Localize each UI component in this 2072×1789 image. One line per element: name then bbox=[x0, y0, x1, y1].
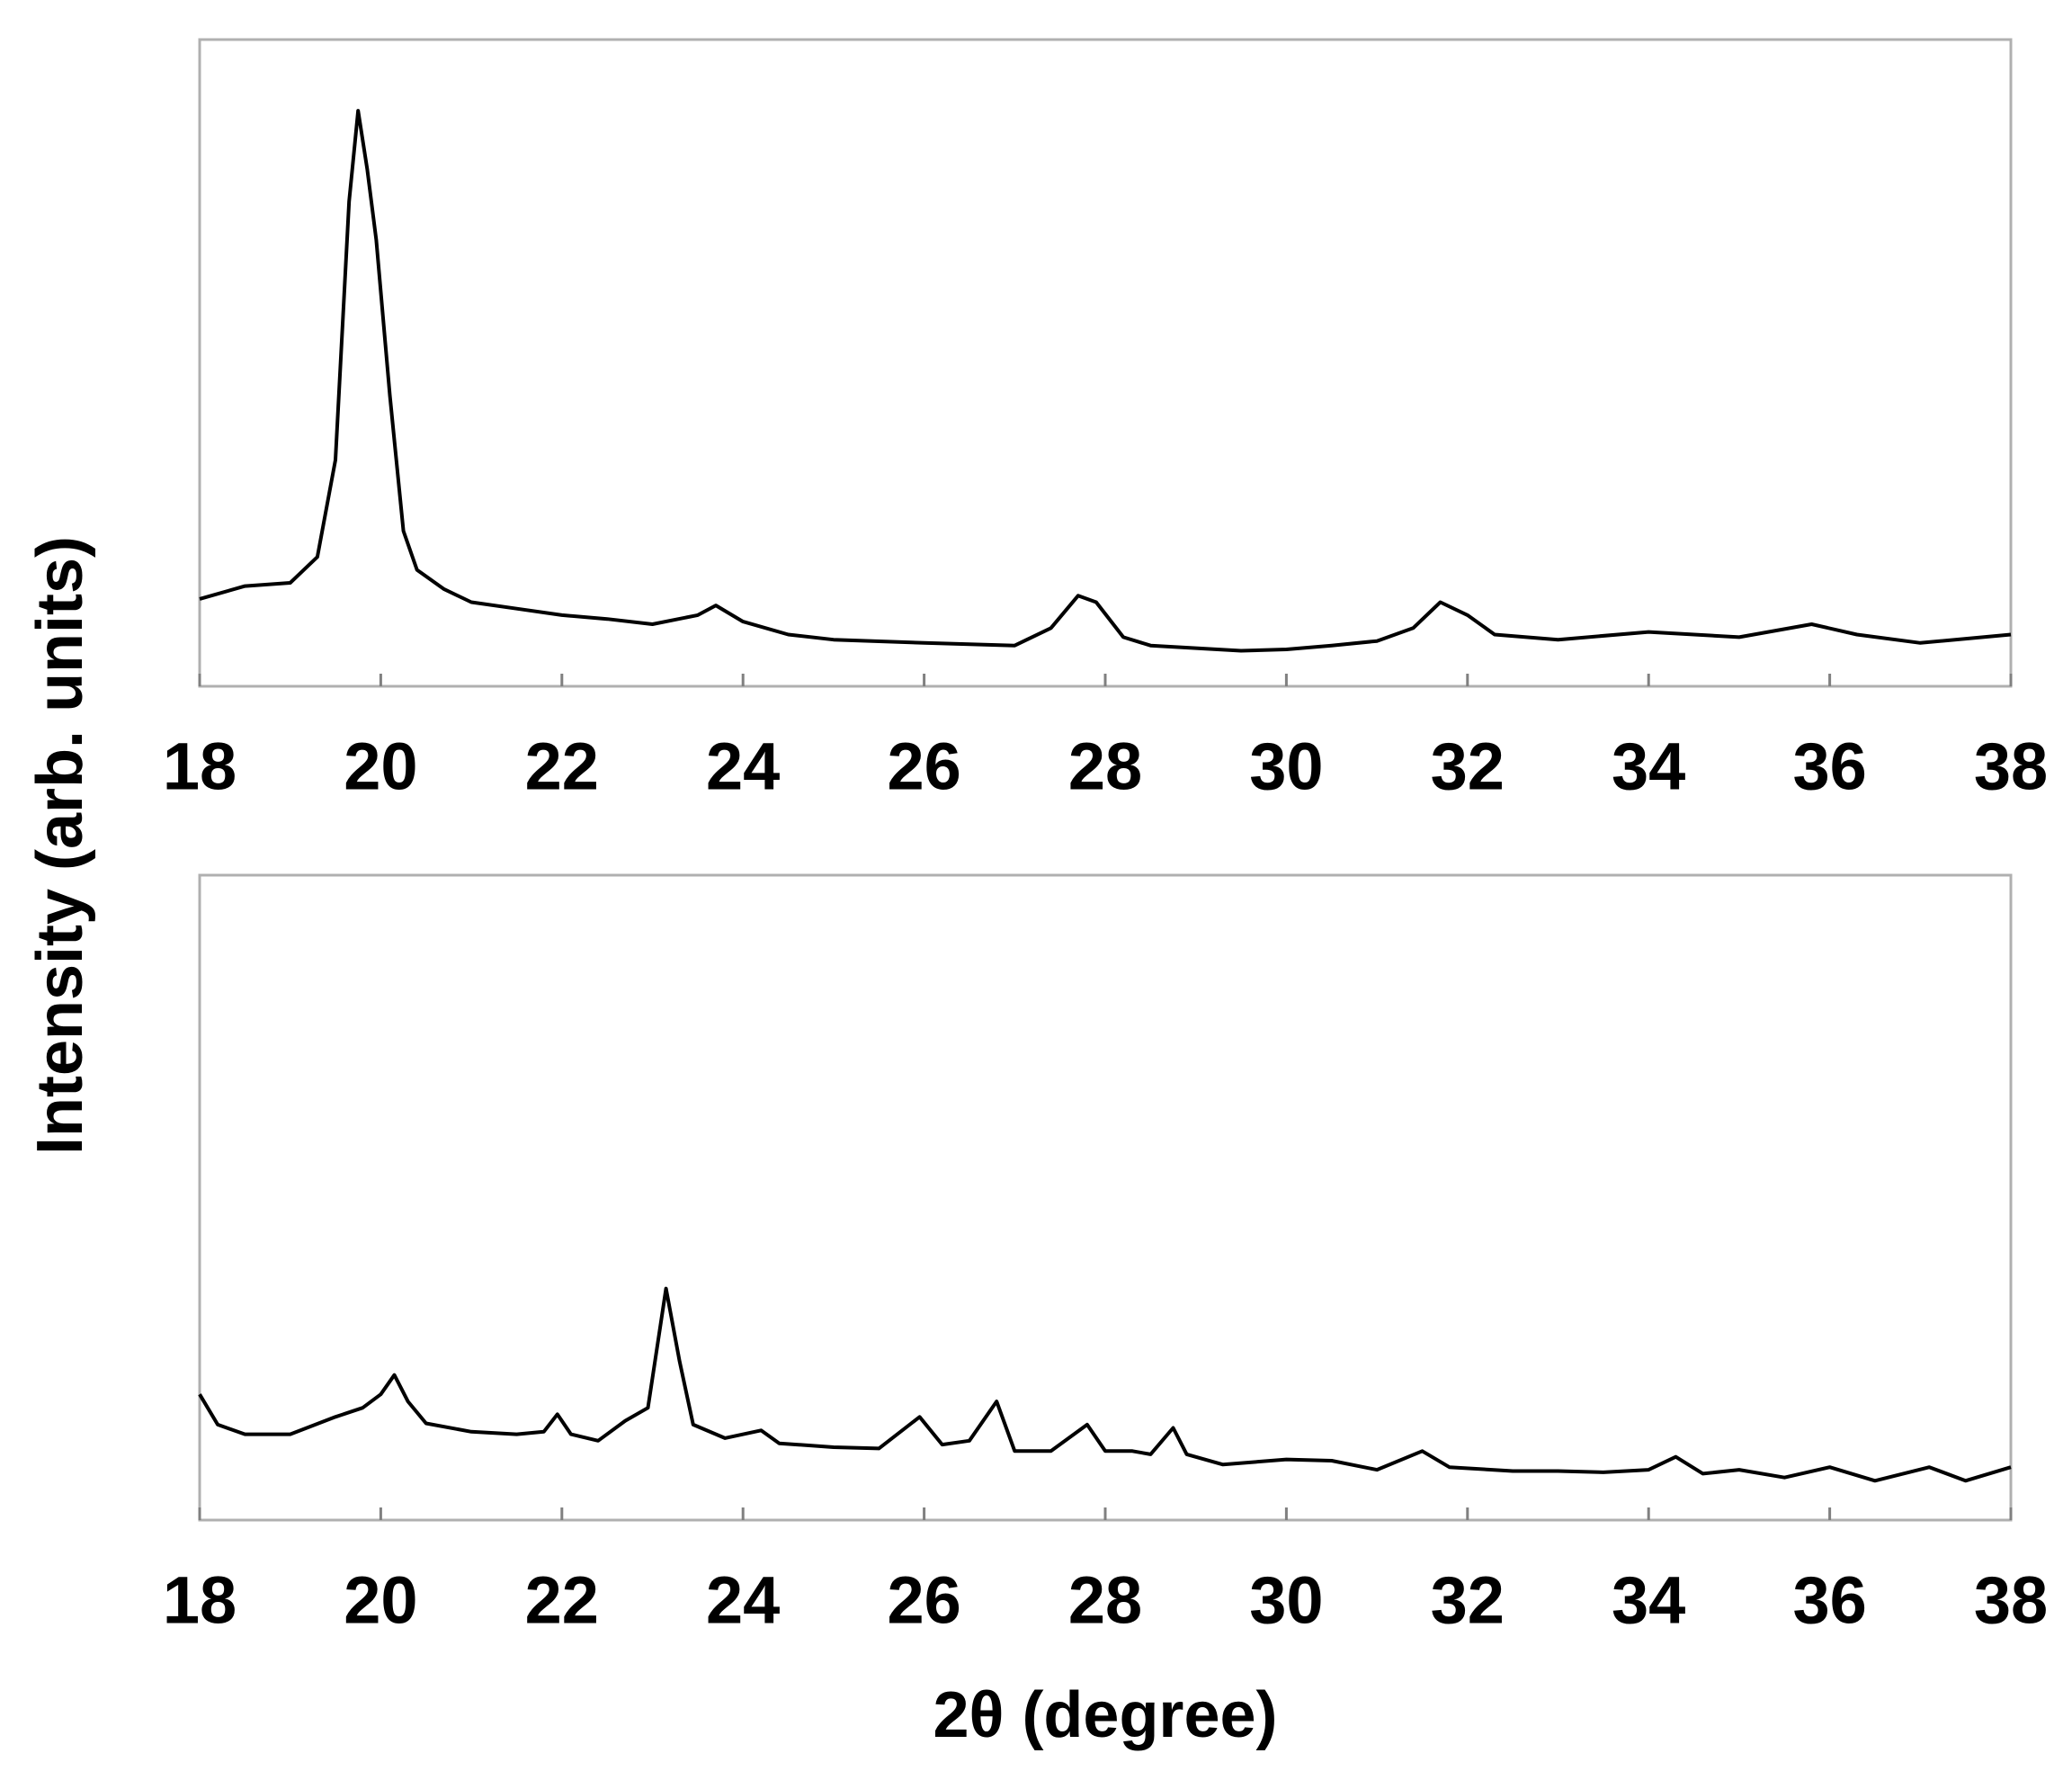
x-tick-label: 20 bbox=[344, 729, 417, 804]
x-tick-label: 30 bbox=[1249, 729, 1323, 804]
x-tick-label: 36 bbox=[1792, 1563, 1866, 1638]
x-tick-label: 28 bbox=[1068, 729, 1142, 804]
x-tick-label: 38 bbox=[1974, 729, 2048, 804]
x-tick-label: 18 bbox=[163, 1563, 237, 1638]
plot-frame bbox=[198, 873, 2013, 1522]
x-tick-label: 24 bbox=[706, 729, 780, 804]
x-tick-label: 26 bbox=[887, 1563, 960, 1638]
x-tick-label: 36 bbox=[1792, 729, 1866, 804]
x-tick-label: 28 bbox=[1068, 1563, 1142, 1638]
plot-frame bbox=[198, 38, 2013, 688]
x-tick-label: 18 bbox=[163, 729, 237, 804]
xrd-line bbox=[198, 1286, 2012, 1483]
x-tick-label: 38 bbox=[1974, 1563, 2048, 1638]
x-tick-label: 32 bbox=[1431, 729, 1505, 804]
x-tick-label: 20 bbox=[344, 1563, 417, 1638]
x-tick-label: 32 bbox=[1431, 1563, 1505, 1638]
xrd-line bbox=[199, 109, 2012, 653]
x-axis-label: 2θ (degree) bbox=[933, 1679, 1277, 1751]
x-tick-label: 34 bbox=[1612, 729, 1685, 804]
y-axis-label: Intensity (arb. units) bbox=[24, 536, 96, 1155]
x-tick-label: 24 bbox=[706, 1563, 780, 1638]
x-tick-label: 22 bbox=[525, 729, 599, 804]
x-tick-label: 26 bbox=[887, 729, 960, 804]
x-tick-label: 22 bbox=[525, 1563, 599, 1638]
x-tick-label: 34 bbox=[1612, 1563, 1685, 1638]
x-tick-label: 30 bbox=[1249, 1563, 1323, 1638]
